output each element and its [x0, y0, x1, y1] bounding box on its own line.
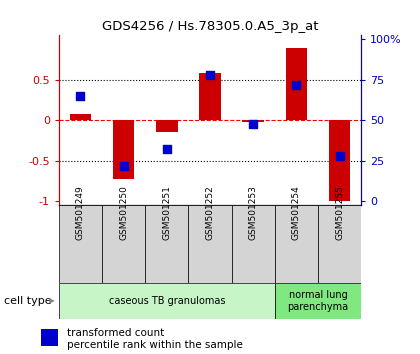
Point: [336, 153, 343, 159]
Title: GDS4256 / Hs.78305.0.A5_3p_at: GDS4256 / Hs.78305.0.A5_3p_at: [102, 20, 318, 33]
FancyBboxPatch shape: [59, 205, 102, 283]
FancyBboxPatch shape: [59, 283, 275, 319]
Point: [207, 72, 213, 78]
FancyBboxPatch shape: [318, 205, 361, 283]
Text: caseous TB granulomas: caseous TB granulomas: [108, 296, 225, 306]
Text: GSM501250: GSM501250: [119, 185, 128, 240]
Text: GSM501254: GSM501254: [292, 185, 301, 240]
Point: [250, 121, 257, 126]
Bar: [329, 120, 350, 201]
FancyBboxPatch shape: [275, 283, 361, 319]
Point: [293, 82, 300, 87]
Bar: [156, 120, 178, 132]
Point: [120, 163, 127, 169]
Bar: [41, 303, 58, 334]
Text: GSM501255: GSM501255: [335, 185, 344, 240]
Text: GSM501249: GSM501249: [76, 185, 85, 240]
FancyBboxPatch shape: [275, 205, 318, 283]
Text: GSM501253: GSM501253: [249, 185, 258, 240]
Bar: [113, 120, 134, 179]
Bar: [242, 120, 264, 122]
Point: [163, 147, 170, 152]
Text: normal lung
parenchyma: normal lung parenchyma: [287, 290, 349, 312]
Bar: [41, 314, 58, 346]
Bar: [70, 114, 91, 120]
Bar: [286, 47, 307, 120]
Text: percentile rank within the sample: percentile rank within the sample: [67, 340, 243, 350]
Bar: [199, 73, 221, 120]
Text: cell type: cell type: [4, 296, 52, 306]
Text: transformed count: transformed count: [67, 329, 164, 338]
FancyBboxPatch shape: [189, 205, 231, 283]
Point: [77, 93, 84, 99]
FancyBboxPatch shape: [231, 205, 275, 283]
Text: GSM501252: GSM501252: [205, 185, 215, 240]
Text: GSM501251: GSM501251: [162, 185, 171, 240]
FancyBboxPatch shape: [145, 205, 189, 283]
FancyBboxPatch shape: [102, 205, 145, 283]
